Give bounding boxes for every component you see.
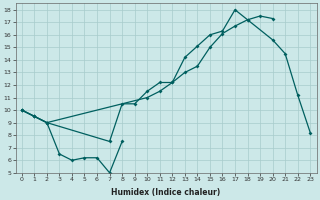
X-axis label: Humidex (Indice chaleur): Humidex (Indice chaleur)	[111, 188, 221, 197]
